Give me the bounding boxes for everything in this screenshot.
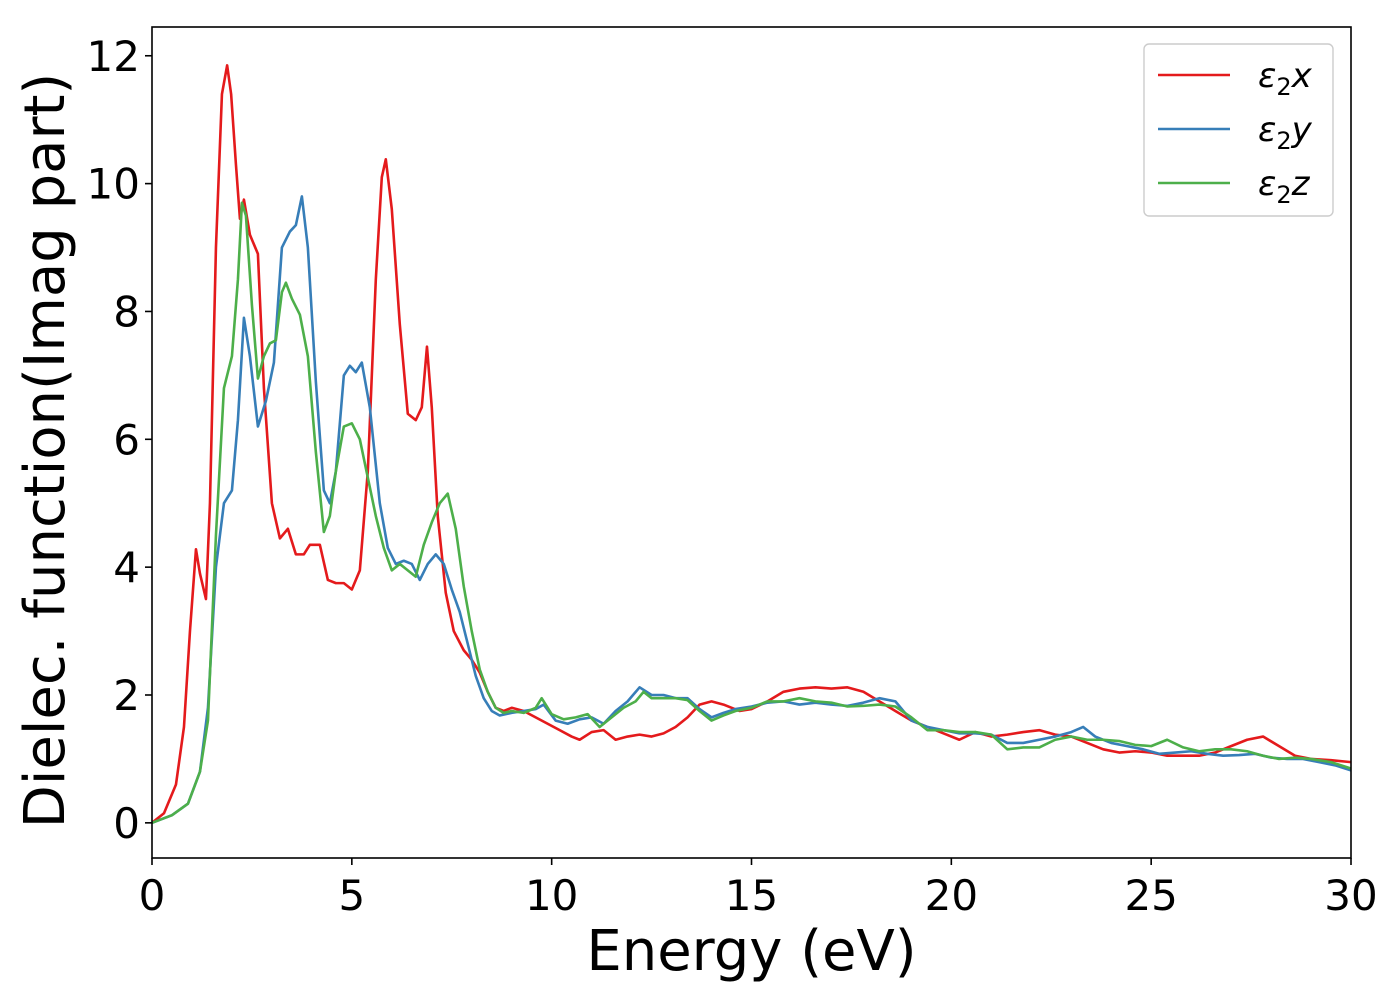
legend: ε2x ε2y ε2z xyxy=(1143,43,1334,217)
x-tick-label: 10 xyxy=(525,871,578,920)
y-tick-label: 8 xyxy=(113,287,140,336)
y-tick-label: 10 xyxy=(87,160,140,209)
x-tick-label: 25 xyxy=(1124,871,1177,920)
plot-lines xyxy=(152,64,1351,825)
y-tick-label: 2 xyxy=(113,671,140,720)
legend-box xyxy=(1143,43,1334,217)
y-tick-label: 0 xyxy=(113,799,140,848)
x-tick-label: 5 xyxy=(338,871,365,920)
x-axis-ticks: 0 5 10 15 20 25 30 xyxy=(139,858,1378,920)
series-line-x xyxy=(152,64,1351,824)
x-tick-label: 15 xyxy=(725,871,778,920)
x-axis-label: Energy (eV) xyxy=(586,919,916,984)
y-axis-label: Dielec. function(Imag part) xyxy=(13,73,78,829)
x-tick-label: 20 xyxy=(925,871,978,920)
legend-label-z: ε2z xyxy=(1258,164,1311,209)
y-tick-label: 4 xyxy=(113,543,140,592)
y-axis-ticks: 0 2 4 6 8 10 12 xyxy=(87,32,152,848)
x-tick-label: 0 xyxy=(139,871,166,920)
x-tick-label: 30 xyxy=(1324,871,1377,920)
y-tick-label: 6 xyxy=(113,415,140,464)
series-line-z xyxy=(152,201,1351,825)
y-tick-label: 12 xyxy=(87,32,140,81)
legend-label-x: ε2x xyxy=(1258,56,1313,101)
legend-label-y: ε2y xyxy=(1258,110,1313,155)
